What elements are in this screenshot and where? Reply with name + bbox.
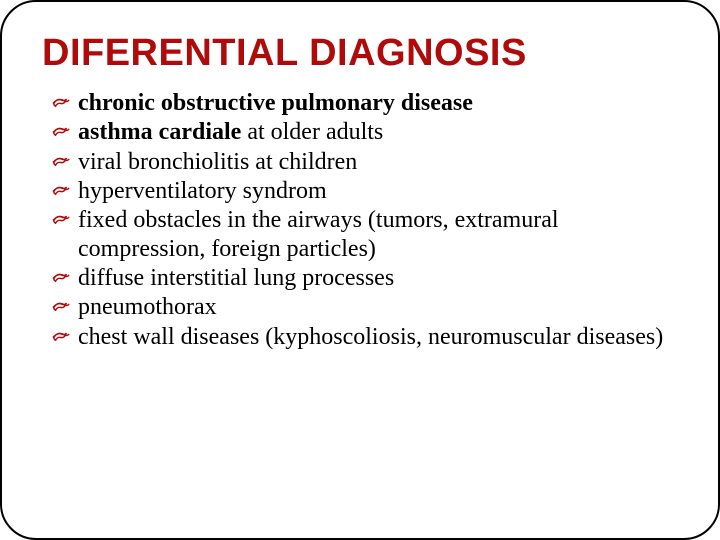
bullet-list: chronic obstructive pulmonary disease as… [42, 89, 678, 351]
list-item-text: viral bronchiolitis at children [78, 149, 357, 175]
list-item: pneumothorax [52, 293, 678, 321]
list-item-bold: asthma cardiale [78, 119, 241, 145]
list-item-text: chest wall diseases (kyphoscoliosis, neu… [78, 324, 663, 350]
list-item-text: at older adults [241, 119, 383, 145]
list-item: asthma cardiale at older adults [52, 118, 678, 146]
list-item: hyperventilatory syndrom [52, 177, 678, 205]
list-item: chest wall diseases (kyphoscoliosis, neu… [52, 323, 678, 351]
list-item: viral bronchiolitis at children [52, 148, 678, 176]
list-item-text: hyperventilatory syndrom [78, 178, 327, 204]
list-item-text: diffuse interstitial lung processes [78, 265, 394, 291]
slide-frame: DIFERENTIAL DIAGNOSIS chronic obstructiv… [0, 0, 720, 540]
list-item: fixed obstacles in the airways (tumors, … [52, 206, 678, 263]
list-item-text: pneumothorax [78, 294, 217, 320]
list-item-text: fixed obstacles in the airways (tumors, … [78, 207, 559, 261]
list-item-bold: chronic obstructive pulmonary disease [78, 90, 473, 116]
list-item: diffuse interstitial lung processes [52, 264, 678, 292]
list-item: chronic obstructive pulmonary disease [52, 89, 678, 117]
slide-title: DIFERENTIAL DIAGNOSIS [42, 32, 678, 75]
